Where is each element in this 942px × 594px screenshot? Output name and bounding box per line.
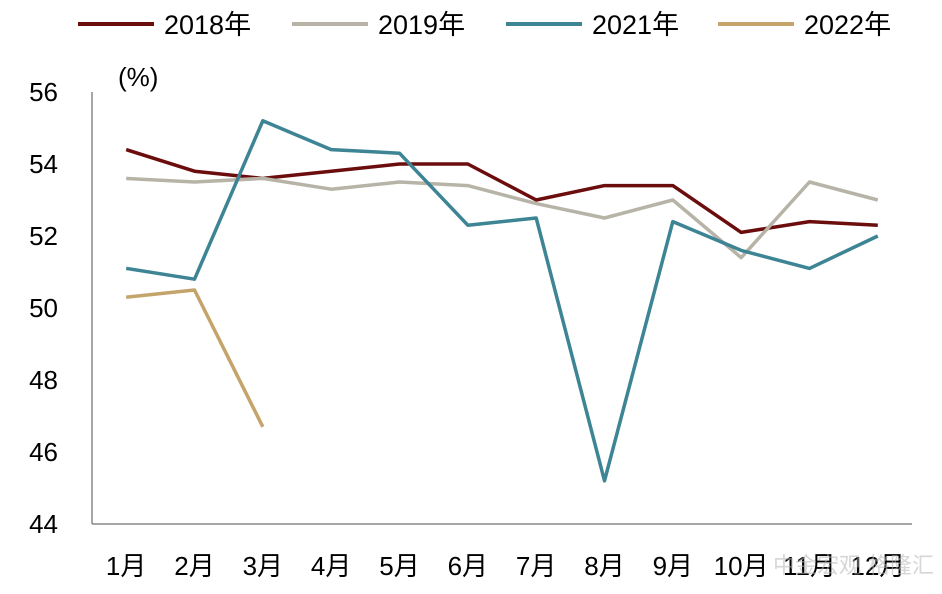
watermark: 中金宏观 格隆汇 (773, 554, 934, 579)
x-tick-label: 1月 (106, 551, 146, 581)
legend-label: 2018年 (164, 10, 251, 40)
x-tick-label: 7月 (516, 551, 556, 581)
y-tick-label: 44 (29, 509, 58, 539)
x-tick-label: 5月 (379, 551, 419, 581)
legend-label: 2019年 (378, 10, 465, 40)
x-tick-label: 2月 (174, 551, 214, 581)
y-tick-label: 48 (29, 365, 58, 395)
y-axis-ticks: 44 46 48 50 52 54 56 (29, 77, 58, 539)
x-tick-label: 9月 (653, 551, 693, 581)
x-tick-label: 8月 (584, 551, 624, 581)
legend: 2018年 2019年 2021年 2022年 (78, 10, 891, 40)
x-tick-label: 12月 (850, 551, 905, 581)
series-line (126, 288, 265, 428)
x-tick-label: 6月 (448, 551, 488, 581)
y-tick-label: 52 (29, 221, 58, 251)
y-tick-label: 56 (29, 77, 58, 107)
series-lines (125, 119, 879, 483)
x-tick-label: 4月 (311, 551, 351, 581)
y-tick-label: 46 (29, 437, 58, 467)
series-line (125, 119, 879, 483)
y-tick-label: 54 (29, 149, 58, 179)
x-tick-label: 11月 (783, 551, 836, 581)
series-line (126, 176, 879, 260)
legend-label: 2022年 (804, 10, 891, 40)
y-tick-label: 50 (29, 293, 58, 323)
legend-label: 2021年 (592, 10, 679, 40)
y-axis-unit-label: (%) (118, 62, 158, 92)
x-tick-label: 3月 (243, 551, 283, 581)
x-axis-ticks: 1月 2月 3月 4月 5月 6月 7月 8月 9月 10月 11月 12月 (106, 551, 905, 581)
x-tick-label: 10月 (714, 551, 769, 581)
axes (91, 92, 912, 525)
series-line (125, 147, 878, 235)
